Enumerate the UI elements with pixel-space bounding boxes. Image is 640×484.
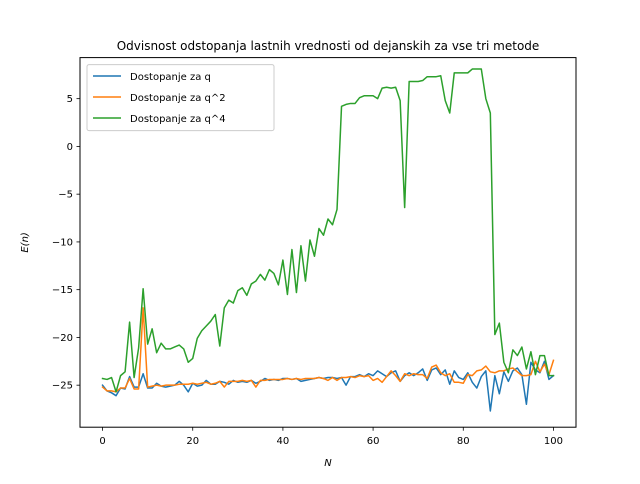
y-axis-ticks: −25 −20 −15 −10 −5 0 5 bbox=[52, 94, 80, 392]
legend-label-q2: Dostopanje za q^2 bbox=[130, 93, 226, 104]
legend-label-q: Dostopanje za q bbox=[130, 72, 211, 83]
y-tick-label: −25 bbox=[52, 381, 73, 392]
legend-label-q4: Dostopanje za q^4 bbox=[130, 114, 226, 125]
series-line-0 bbox=[101, 360, 555, 412]
y-tick-label: −10 bbox=[52, 237, 73, 248]
x-tick-label: 80 bbox=[457, 436, 470, 447]
x-tick-label: 20 bbox=[186, 436, 199, 447]
x-axis-label: N bbox=[324, 458, 332, 469]
series-line-2 bbox=[101, 68, 555, 393]
legend-frame bbox=[86, 64, 275, 132]
x-tick-label: 0 bbox=[99, 436, 105, 447]
x-tick-label: 100 bbox=[544, 436, 563, 447]
axes-frame bbox=[79, 57, 577, 428]
plot-area: 0 20 40 60 80 100 −25 −20 −15 −10 −5 0 5 bbox=[52, 57, 577, 447]
y-tick-label: −20 bbox=[52, 333, 73, 344]
chart-title: Odvisnost odstopanja lastnih vrednosti o… bbox=[117, 39, 540, 53]
x-tick-label: 40 bbox=[277, 436, 290, 447]
y-tick-label: 5 bbox=[67, 94, 73, 105]
y-tick-label: −5 bbox=[58, 190, 73, 201]
x-axis-ticks: 0 20 40 60 80 100 bbox=[99, 427, 563, 447]
y-tick-label: −15 bbox=[52, 285, 73, 296]
series-lines bbox=[101, 68, 555, 412]
series-line-1 bbox=[101, 307, 555, 393]
y-axis-label: E(n) bbox=[20, 232, 31, 252]
y-tick-label: 0 bbox=[67, 142, 73, 153]
legend: Dostopanje za q Dostopanje za q^2 Dostop… bbox=[86, 64, 275, 132]
x-tick-label: 60 bbox=[367, 436, 380, 447]
